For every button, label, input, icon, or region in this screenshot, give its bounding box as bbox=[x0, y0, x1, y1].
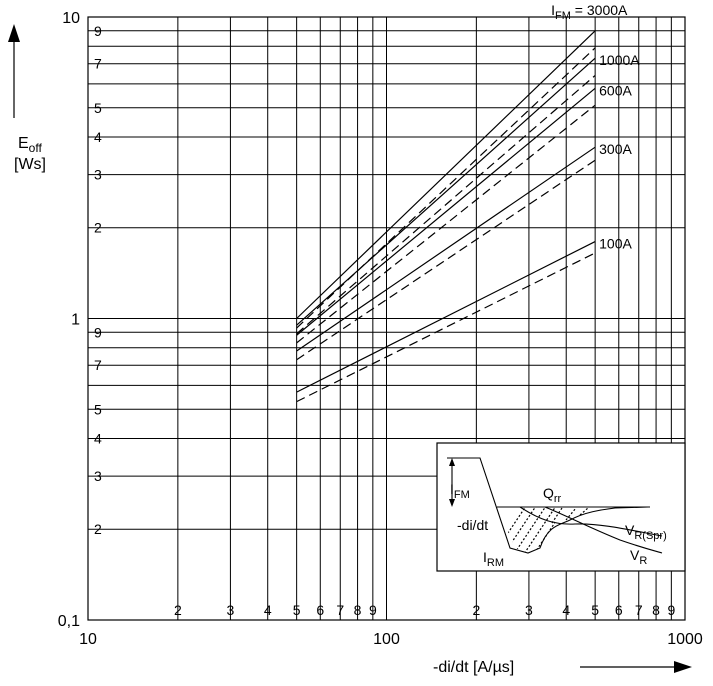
y-major-tick-label: 1 bbox=[71, 312, 80, 329]
x-minor-tick-label: 6 bbox=[316, 602, 324, 618]
x-minor-tick-label: 9 bbox=[369, 602, 377, 618]
inset-qrr-hatch-tail bbox=[551, 507, 589, 524]
inset-vr-curve bbox=[544, 506, 663, 554]
x-major-tick-label: 1000 bbox=[667, 631, 703, 648]
series-label: 600A bbox=[599, 82, 632, 98]
inset-label-ifm: IFM bbox=[450, 481, 470, 501]
inset-label-irm: IRM bbox=[483, 549, 504, 569]
series-dashed-line bbox=[296, 104, 596, 344]
x-minor-tick-label: 8 bbox=[652, 602, 660, 618]
y-minor-tick-label: 5 bbox=[94, 100, 102, 116]
inset-ifm-arrowhead-up bbox=[449, 458, 455, 466]
inset-label-vr: VR bbox=[630, 547, 647, 567]
series-label: 100A bbox=[599, 236, 632, 252]
x-minor-tick-label: 8 bbox=[354, 602, 362, 618]
x-minor-tick-label: 3 bbox=[525, 602, 533, 618]
series-solid-line bbox=[296, 146, 596, 352]
inset-diagram: IFM Qrr -di/dt IRM VR(Spr) VR bbox=[436, 442, 686, 572]
series-label: 1000A bbox=[599, 52, 640, 68]
y-minor-tick-label: 3 bbox=[94, 167, 102, 183]
y-minor-tick-label: 2 bbox=[94, 220, 102, 236]
x-minor-tick-label: 9 bbox=[667, 602, 675, 618]
x-minor-tick-label: 5 bbox=[591, 602, 599, 618]
x-minor-tick-label: 2 bbox=[174, 602, 182, 618]
inset-ifm-arrowhead-down bbox=[449, 499, 455, 507]
series-dashed-line bbox=[296, 47, 596, 329]
inset-vrspr-curve bbox=[519, 506, 663, 537]
y-minor-tick-label: 9 bbox=[94, 23, 102, 39]
x-minor-tick-label: 2 bbox=[472, 602, 480, 618]
y-minor-tick-label: 9 bbox=[94, 324, 102, 340]
series-dashed-line bbox=[296, 159, 596, 361]
y-axis-label: Eoff bbox=[18, 135, 42, 155]
x-axis-arrow-head bbox=[674, 661, 692, 673]
inset-current-curve bbox=[447, 457, 649, 554]
x-minor-tick-label: 7 bbox=[336, 602, 344, 618]
series-lines bbox=[296, 30, 596, 403]
plot-frame bbox=[87, 16, 686, 621]
inset-label-qrr: Qrr bbox=[543, 485, 562, 505]
inset-label-vrspr: VR(Spr) bbox=[625, 522, 667, 542]
series-solid-line bbox=[296, 30, 596, 319]
x-axis-title: -di/dt [A/µs] bbox=[433, 659, 692, 676]
y-major-tick-label: 10 bbox=[62, 10, 80, 27]
y-axis-arrow-head bbox=[8, 24, 20, 42]
series-dashed-line bbox=[296, 74, 596, 335]
x-axis-label: -di/dt [A/µs] bbox=[433, 659, 514, 676]
x-major-tick-label: 100 bbox=[373, 631, 400, 648]
series-label: 300A bbox=[599, 141, 632, 157]
y-minor-tick-label: 4 bbox=[94, 430, 102, 446]
x-minor-tick-label: 6 bbox=[615, 602, 623, 618]
inset-label-didt: -di/dt bbox=[457, 517, 488, 533]
x-minor-tick-label: 3 bbox=[227, 602, 235, 618]
series-label: IFM = 3000A bbox=[551, 2, 628, 22]
y-minor-tick-label: 2 bbox=[94, 521, 102, 537]
y-major-tick-label: 0,1 bbox=[58, 613, 80, 630]
x-minor-tick-label: 5 bbox=[293, 602, 301, 618]
x-major-tick-label: 10 bbox=[79, 631, 97, 648]
x-minor-tick-label: 7 bbox=[635, 602, 643, 618]
series-solid-line bbox=[296, 87, 596, 336]
y-minor-tick-label: 3 bbox=[94, 468, 102, 484]
x-minor-tick-label: 4 bbox=[562, 602, 570, 618]
y-axis-unit: [Ws] bbox=[14, 156, 46, 173]
y-minor-tick-label: 4 bbox=[94, 129, 102, 145]
y-minor-tick-label: 7 bbox=[94, 56, 102, 72]
series-solid-line bbox=[296, 240, 596, 393]
y-axis-title: Eoff [Ws] bbox=[8, 24, 46, 173]
y-minor-tick-label: 7 bbox=[94, 357, 102, 373]
tick-labels: 2 3 4 5 6 7 8 9 2 3 4 5 6 7 8 910 100 10002345792345790,1… bbox=[58, 2, 703, 648]
x-minor-tick-label: 4 bbox=[264, 602, 272, 618]
y-minor-tick-label: 5 bbox=[94, 401, 102, 417]
series-solid-line bbox=[296, 57, 596, 326]
